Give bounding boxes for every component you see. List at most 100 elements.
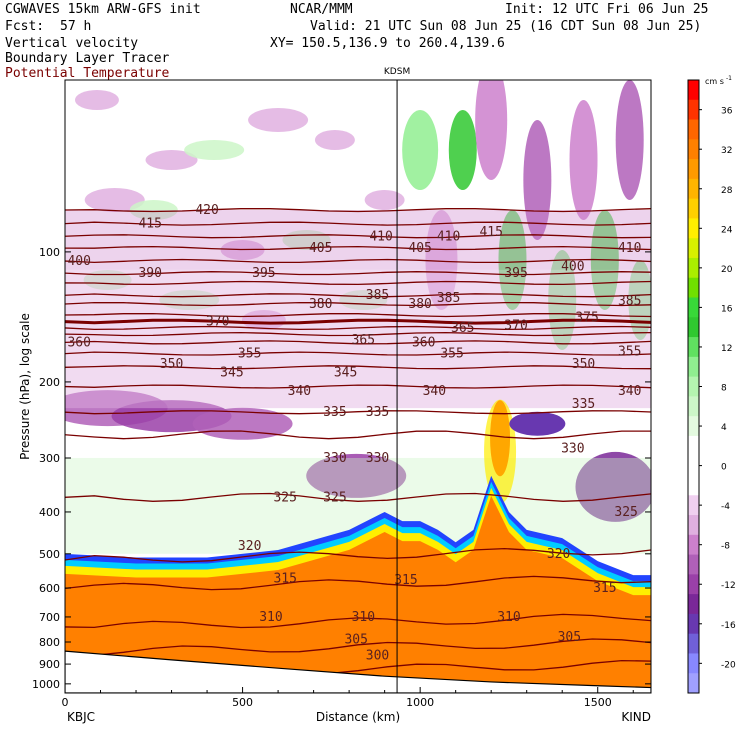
theta-contour-label: 365	[352, 333, 375, 348]
theta-contour-label: 370	[206, 315, 229, 330]
theta-contour	[65, 575, 651, 591]
theta-contour	[65, 208, 651, 213]
velocity-cell	[241, 310, 286, 330]
cross-section-xy: XY= 150.5,136.9 to 260.4,139.6	[270, 36, 505, 51]
velocity-cell	[314, 130, 355, 150]
colorbar-swatch	[688, 673, 699, 694]
colorbar-label: -12	[721, 581, 736, 591]
colorbar-swatch	[688, 633, 699, 654]
theta-contour	[65, 258, 651, 264]
y-tick-label: 300	[39, 452, 60, 465]
velocity-cell	[74, 90, 119, 110]
theta-contour-label: 375	[575, 311, 598, 326]
init-time: Init: 12 UTC Fri 06 Jun 25	[505, 2, 709, 17]
colorbar-swatch	[688, 495, 699, 516]
x-axis-label: Distance (km)	[316, 710, 400, 724]
theta-contour-label: 395	[252, 266, 275, 281]
velocity-cell	[364, 190, 405, 210]
theta-contour-label: 310	[497, 610, 520, 625]
theta-contour-label: 315	[394, 573, 417, 588]
theta-contour	[65, 280, 651, 286]
colorbar-label: 12	[721, 344, 732, 354]
theta-contour-label: 415	[138, 217, 161, 232]
theta-contour-label: 320	[547, 547, 570, 562]
theta-contour-label: 395	[504, 266, 527, 281]
theta-contour	[65, 293, 651, 298]
colorbar-label: 32	[721, 146, 732, 156]
theta-contour-label: 410	[437, 229, 460, 244]
theta-contour-label: 310	[352, 610, 375, 625]
terrain-profile	[65, 650, 651, 693]
tracer-core	[65, 495, 651, 693]
model-title: CGWAVES 15km ARW-GFS init	[5, 2, 201, 17]
theta-contour-label: 350	[160, 357, 183, 372]
theta-contour-label: 360	[67, 335, 90, 350]
terrain	[65, 650, 651, 693]
colorbar-swatch	[688, 139, 699, 160]
field-potential-temperature: Potential Temperature	[5, 66, 170, 81]
theta-contour	[65, 340, 651, 345]
theta-contour-label: 360	[412, 335, 435, 350]
colorbar-swatch	[688, 277, 699, 299]
velocity-cell	[184, 140, 245, 160]
velocity-cell	[548, 250, 577, 350]
theta-contour-label: 380	[408, 297, 431, 312]
theta-contour-label: 320	[238, 539, 261, 554]
theta-contour-label: 385	[618, 294, 641, 309]
velocity-cell	[402, 110, 439, 190]
theta-contour-labels: 415 420 400 390 395 405 410 405 410 415 395 400 410 3…	[67, 203, 641, 664]
theta-contour-label: 335	[323, 405, 346, 420]
velocity-cell	[569, 100, 598, 220]
colorbar-swatch	[688, 337, 699, 358]
theta-contour-label: 370	[504, 318, 527, 333]
colorbar-swatch	[688, 178, 699, 200]
velocity-cell	[475, 80, 508, 180]
colorbar-label: 16	[721, 304, 733, 314]
velocity-cell	[628, 260, 651, 340]
theta-contour-label: 380	[309, 297, 332, 312]
theta-contour	[65, 221, 651, 226]
velocity-cell	[84, 188, 145, 212]
colorbar-swatch	[688, 356, 699, 378]
colorbar-swatch	[688, 238, 699, 259]
x-start-station: KBJC	[67, 710, 95, 724]
theta-contour-label: 410	[369, 229, 392, 244]
forecast-label: Fcst:	[5, 19, 45, 34]
theta-contour-label: 355	[440, 347, 463, 362]
vertical-velocity-field	[65, 80, 651, 554]
theta-contour-label: 410	[618, 241, 641, 256]
x-tick-label: 500	[232, 696, 253, 709]
colorbar-label: -20	[721, 660, 736, 670]
theta-contour-label: 300	[366, 649, 389, 664]
theta-contour-label: 385	[437, 291, 460, 306]
velocity-cell	[145, 150, 198, 170]
theta-contour	[65, 271, 651, 276]
theta-contour-label: 350	[572, 357, 595, 372]
colorbar-unit: cm s	[705, 77, 724, 86]
theta-contour-label: 330	[561, 441, 584, 456]
colorbar-swatch	[688, 257, 699, 279]
y-axis-label: Pressure (hPa), log scale	[18, 313, 32, 460]
theta-contour-label: 400	[67, 254, 90, 269]
station-marker: KDSM	[384, 67, 410, 693]
theta-contour-label: 405	[309, 241, 332, 256]
y-tick-label: 100	[39, 246, 60, 259]
theta-contour	[65, 301, 651, 307]
updraft-halo	[484, 399, 517, 504]
colorbar-swatch	[688, 99, 699, 121]
theta-contour-label: 340	[618, 384, 641, 399]
velocity-cell	[575, 451, 651, 522]
colorbar-swatch	[688, 416, 699, 437]
theta-contour	[65, 384, 651, 389]
y-tick-label: 200	[39, 376, 60, 389]
theta-contour	[65, 547, 651, 563]
theta-contour-label: 355	[238, 347, 261, 362]
theta-contour-label: 345	[334, 365, 357, 380]
theta-contour	[65, 325, 651, 331]
theta-contour	[65, 245, 651, 251]
colorbar-label: 28	[721, 186, 733, 196]
field-vertical-velocity: Vertical velocity	[5, 36, 139, 51]
colorbar-swatch	[688, 475, 699, 496]
theta-contour-label: 325	[273, 490, 296, 505]
